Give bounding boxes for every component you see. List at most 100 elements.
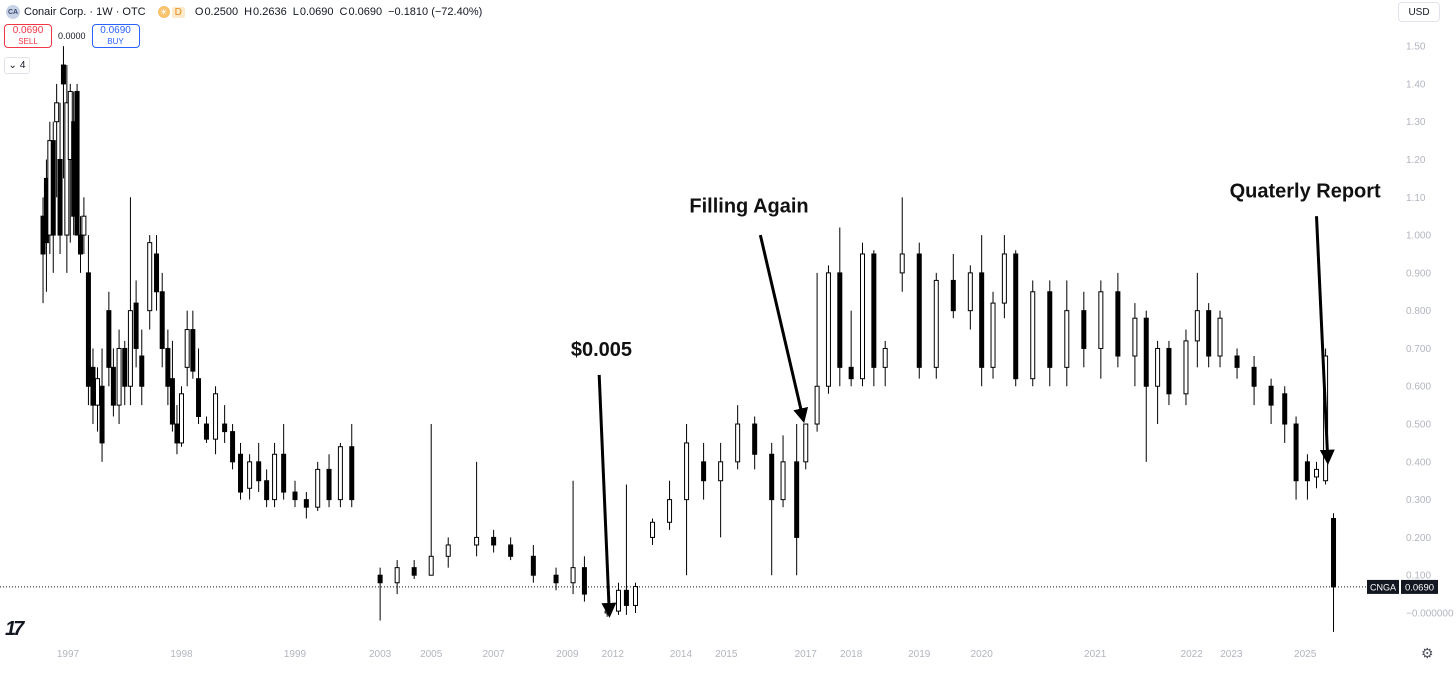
currency-selector[interactable]: USD (1398, 2, 1440, 22)
x-tick-label: 2003 (369, 649, 392, 660)
time-axis[interactable]: 1997 1998 1999 2003 2005 2007 2009 2012 2014 2015… (57, 649, 1317, 660)
candle-body (247, 461, 253, 489)
candle-body (315, 468, 321, 508)
low-label: L (292, 6, 299, 18)
x-tick-label: 2025 (1294, 649, 1317, 660)
candle-body (230, 431, 236, 463)
candle (174, 405, 180, 455)
candle (1183, 329, 1189, 406)
candle (1143, 310, 1149, 462)
candle (281, 424, 287, 500)
x-tick-label: 2018 (840, 649, 863, 660)
candle-body (633, 586, 638, 606)
candle-body (860, 253, 865, 380)
candle-body (165, 347, 171, 387)
candle-body (169, 378, 175, 425)
candle-body (57, 158, 63, 236)
candle-body (213, 393, 219, 440)
candle (684, 424, 690, 576)
spread-value: 0.0000 (58, 31, 86, 41)
ohlc-values: O0.2500 H0.2636 L0.0690 C0.0690 −0.1810 … (195, 6, 482, 18)
candle (860, 242, 865, 387)
candle-body (950, 279, 956, 312)
candle (1166, 340, 1172, 406)
candle-body (933, 279, 939, 368)
symbol-header: CA Conair Corp. · 1W · OTC ☀ D O0.2500 H… (6, 4, 482, 20)
gear-icon[interactable]: ⚙ (1421, 645, 1434, 661)
candle-body (147, 242, 153, 312)
candle (837, 227, 843, 387)
candle (74, 83, 80, 236)
candle (428, 424, 434, 576)
candle-body (74, 90, 80, 236)
candle-body (916, 253, 922, 368)
annotation-label: $0.005 (571, 339, 632, 361)
candle (979, 235, 985, 387)
candle (394, 560, 400, 595)
y-tick-label: 1.30 (1406, 117, 1426, 128)
candle (147, 235, 153, 330)
candle (81, 197, 87, 254)
y-tick-label: 0.500 (1406, 420, 1431, 431)
candle (95, 367, 101, 432)
sell-button[interactable]: 0.0690 SELL (4, 24, 52, 48)
candle (794, 424, 800, 576)
candle (1081, 291, 1087, 368)
candle-body (238, 453, 244, 493)
candle (1234, 348, 1240, 379)
candle (106, 291, 112, 387)
last-price-line: CNGA 0.0690 (0, 579, 1438, 594)
symbol-title[interactable]: Conair Corp. · 1W · OTC (24, 6, 146, 18)
candle (203, 416, 209, 443)
candle-body (1166, 347, 1172, 395)
candle-body (60, 64, 66, 85)
close-value: 0.0690 (348, 6, 383, 18)
candle-body (508, 544, 514, 557)
y-tick-label: 0.700 (1406, 344, 1431, 355)
sell-price: 0.0690 (12, 25, 44, 36)
candle (77, 216, 83, 273)
price-axis[interactable]: 1.50 1.40 1.30 1.20 1.10 1.000 0.900 0.800 0.700… (1406, 42, 1454, 620)
candle-body (139, 355, 145, 387)
indicators-toggle[interactable]: ⌄ 4 (4, 57, 30, 74)
annotation-label: Filling Again (689, 195, 808, 217)
candle-body (54, 102, 60, 123)
last-price-tag-bg (1401, 579, 1438, 594)
candle (1155, 340, 1161, 425)
annotation: $0.005 (571, 339, 632, 618)
candle (650, 518, 656, 545)
indicators-count: 4 (19, 60, 26, 71)
candle-body (303, 499, 309, 508)
candle-body (814, 385, 820, 425)
session-badge[interactable]: ☀ D (157, 6, 185, 18)
tradingview-logo-icon[interactable]: 17 (5, 618, 24, 640)
candle (735, 405, 741, 470)
x-tick-label: 1997 (57, 649, 80, 660)
buy-button[interactable]: 0.0690 BUY (91, 24, 140, 48)
candle (133, 280, 139, 368)
candle-body (50, 140, 56, 236)
candle-body (848, 366, 854, 380)
y-tick-label: 1.40 (1406, 79, 1426, 90)
y-tick-label: 0.900 (1406, 268, 1431, 279)
candle (90, 348, 96, 425)
candle (169, 340, 175, 432)
candle (530, 544, 536, 583)
candle (196, 348, 202, 425)
candle-body (530, 555, 536, 576)
candle-body (752, 423, 758, 455)
candle (213, 386, 219, 455)
y-tick-label: 1.000 (1406, 231, 1431, 242)
candle (110, 348, 116, 417)
candle (247, 454, 253, 500)
candle-body (122, 347, 128, 387)
buy-price: 0.0690 (100, 25, 131, 36)
candle-body (85, 272, 91, 387)
candle (445, 537, 451, 568)
candle (882, 340, 888, 387)
y-tick-label: 0.600 (1406, 382, 1431, 393)
candle (933, 272, 939, 379)
candle-body (190, 329, 196, 372)
symbol-tag: CNGA (1370, 582, 1396, 592)
